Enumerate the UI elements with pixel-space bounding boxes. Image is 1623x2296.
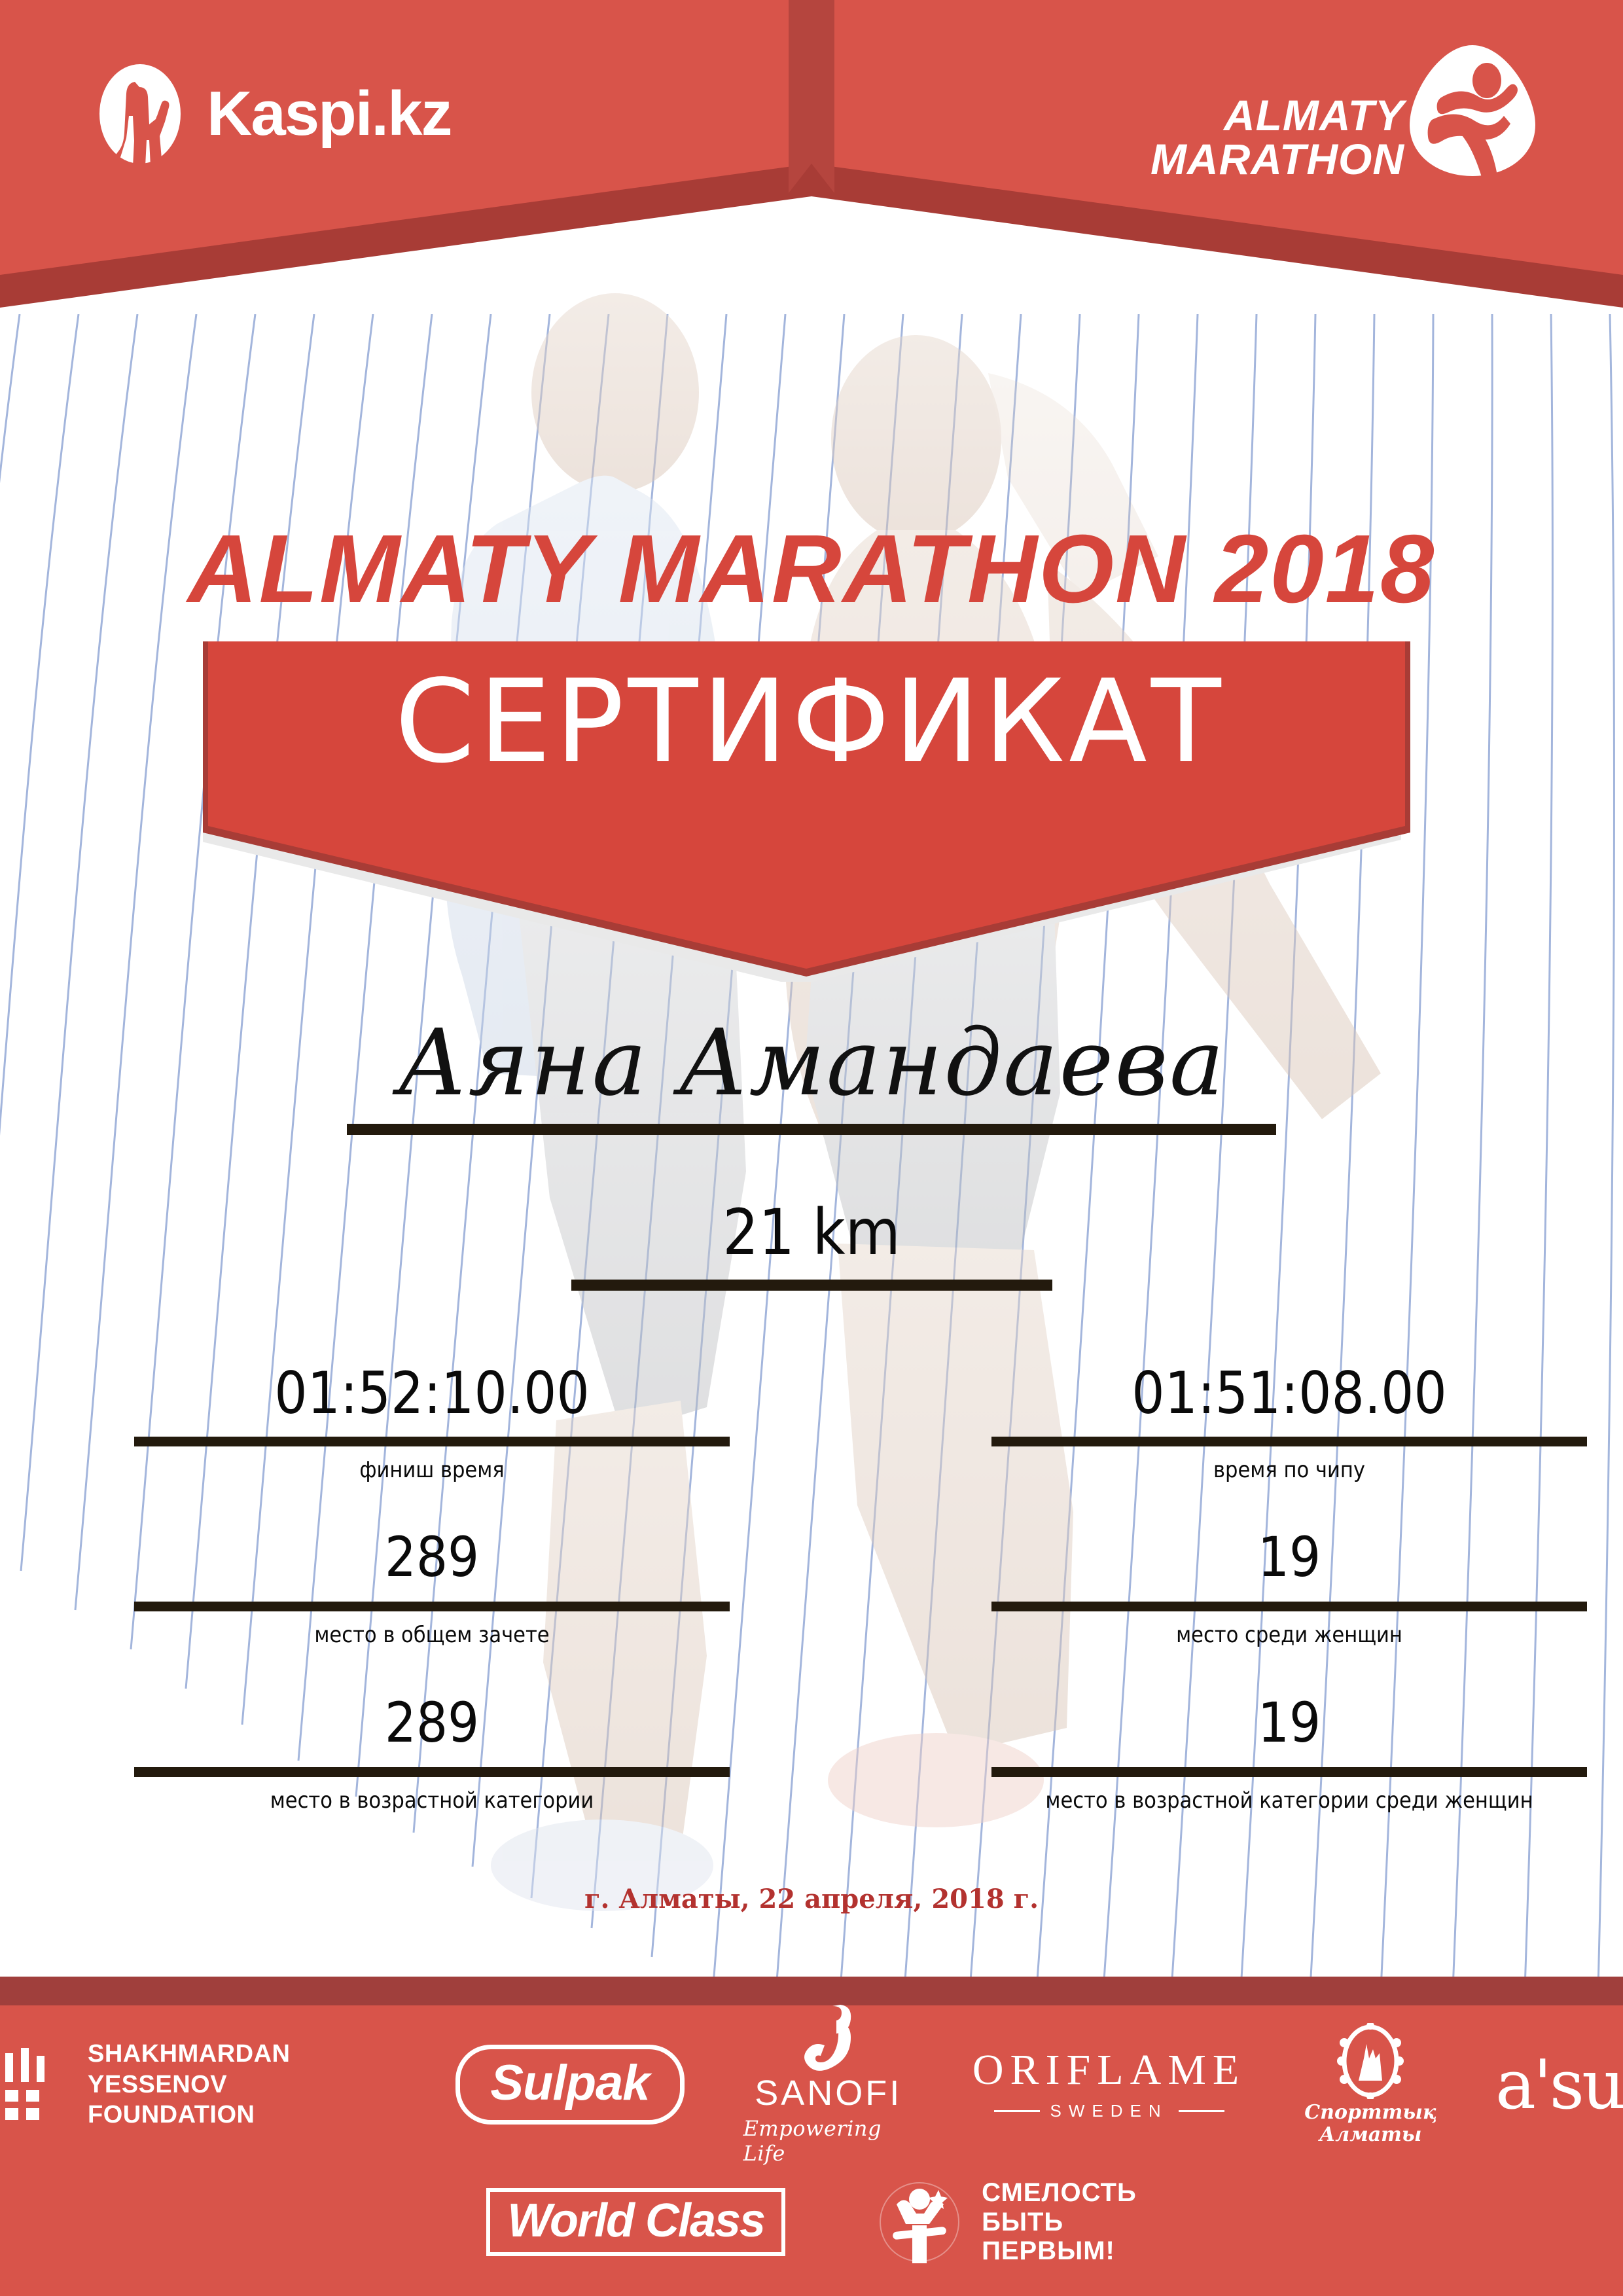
stat-value: 01:51:08.00 — [1132, 1359, 1447, 1427]
kaspi-logo: Kaspi.kz — [98, 62, 452, 172]
marathon-runner-emblem-icon — [1407, 43, 1538, 181]
distance-block: 21 km — [0, 1201, 1623, 1291]
distance-value: 21 km — [722, 1196, 901, 1269]
stat-label: место в общем зачете — [314, 1622, 550, 1649]
sponsor-row-2: World Class СМЕЛОСТЬ БЫТЬ — [0, 2166, 1623, 2278]
sanofi-tagline: Empowering Life — [743, 2116, 882, 2166]
stat-value: 19 — [1257, 1525, 1321, 1590]
smelost-line1: СМЕЛОСТЬ — [982, 2178, 1137, 2207]
stat-underline — [134, 1767, 730, 1777]
stats-row-overall: 289 место в общем зачете 19 место среди … — [0, 1530, 1623, 1647]
distance-underline — [571, 1280, 1052, 1291]
stat-value: 289 — [384, 1525, 480, 1590]
oriflame-wordmark: ORIFLAME — [972, 2045, 1246, 2094]
sport-almaty-icon — [1335, 2022, 1406, 2101]
marathon-logo-line2: MARATHON — [1150, 135, 1404, 184]
event-date-line: г. Алматы, 22 апреля, 2018 г. — [584, 1884, 1039, 1914]
page-title: ALMATY MARATHON 2018 — [187, 515, 1436, 623]
sport-almaty-line1: Спорттық — [1304, 2101, 1437, 2125]
sponsor-sulpak: Sulpak — [455, 2045, 685, 2125]
stat-underline — [991, 1437, 1587, 1446]
asu-wordmark: a'su — [1495, 2045, 1623, 2125]
stat-finish-time: 01:52:10.00 финиш время — [0, 1365, 812, 1482]
footer-divider — [0, 1977, 1623, 2005]
sanofi-icon — [804, 2003, 853, 2072]
certificate-banner: СЕРТИФИКАТ — [203, 641, 1423, 982]
stat-value: 289 — [384, 1690, 480, 1755]
stats-row-age-category: 289 место в возрастной категории 19 мест… — [0, 1695, 1623, 1813]
sponsor-sport-almaty: Спорттық Алматы — [1304, 2022, 1437, 2146]
yessenov-line2: FOUNDATION — [88, 2101, 255, 2129]
almaty-marathon-logo: ALMATY MARATHON — [1150, 43, 1538, 182]
stats-row-times: 01:52:10.00 финиш время 01:51:08.00 врем… — [0, 1365, 1623, 1482]
oriflame-rule-right — [1178, 2109, 1224, 2112]
world-class-wordmark: World Class — [486, 2188, 786, 2256]
sponsor-smelost-byt-pervym: СМЕЛОСТЬ БЫТЬ ПЕРВЫМ! — [870, 2173, 1137, 2271]
marathon-logo-line1: ALMATY — [1223, 91, 1404, 139]
stat-label: время по чипу — [1213, 1457, 1365, 1483]
sport-almaty-line2: Алматы — [1319, 2123, 1422, 2146]
name-underline — [347, 1124, 1276, 1135]
oriflame-subtitle: SWEDEN — [1050, 2100, 1168, 2121]
stat-overall-place: 289 место в общем зачете — [0, 1530, 812, 1647]
stat-label: место в возрастной категории — [270, 1787, 594, 1814]
stat-label: финиш время — [359, 1457, 505, 1483]
smelost-line2: БЫТЬ — [982, 2207, 1064, 2236]
results-stats: 01:52:10.00 финиш время 01:51:08.00 врем… — [0, 1365, 1623, 1813]
stat-underline — [134, 1602, 730, 1612]
smelost-line3: ПЕРВЫМ! — [982, 2236, 1115, 2266]
kaspi-emblem-icon — [98, 62, 182, 172]
sponsors-footer: SHAKHMARDAN YESSENOV FOUNDATION Sulpak S… — [0, 1977, 1623, 2296]
smelost-person-icon — [870, 2173, 969, 2271]
sponsor-sanofi: SANOFI Empowering Life — [743, 2003, 914, 2166]
stat-age-category-place: 289 место в возрастной категории — [0, 1695, 812, 1813]
participant-name: Аяна Амандаева — [397, 1010, 1226, 1117]
stat-underline — [991, 1767, 1587, 1777]
stat-label: место в возрастной категории среди женщи… — [1045, 1787, 1533, 1814]
stat-value: 19 — [1257, 1690, 1321, 1755]
sponsor-shakhmardan-yessenov-foundation: SHAKHMARDAN YESSENOV FOUNDATION — [0, 2039, 397, 2130]
sponsor-asu: a'su — [1495, 2051, 1623, 2119]
sponsor-row-1: SHAKHMARDAN YESSENOV FOUNDATION Sulpak S… — [0, 2005, 1623, 2166]
stat-chip-time: 01:51:08.00 время по чипу — [812, 1365, 1623, 1482]
yessenov-line1: SHAKHMARDAN YESSENOV — [88, 2040, 291, 2098]
sulpak-wordmark: Sulpak — [455, 2045, 685, 2125]
oriflame-rule-left — [993, 2109, 1040, 2112]
yessenov-foundation-icon — [0, 2047, 72, 2121]
stat-value: 01:52:10.00 — [274, 1359, 590, 1427]
stat-underline — [991, 1602, 1587, 1612]
stat-women-place: 19 место среди женщин — [812, 1530, 1623, 1647]
stat-age-category-women-place: 19 место в возрастной категории среди же… — [812, 1695, 1623, 1813]
sanofi-wordmark: SANOFI — [755, 2073, 902, 2113]
certificate-banner-label: СЕРТИФИКАТ — [395, 656, 1225, 789]
stat-label: место среди женщин — [1176, 1622, 1402, 1649]
sponsor-oriflame: ORIFLAME SWEDEN — [972, 2045, 1246, 2121]
sponsor-world-class: World Class — [486, 2188, 786, 2256]
stat-underline — [134, 1437, 730, 1446]
participant-name-block: Аяна Амандаева — [0, 1018, 1623, 1135]
kaspi-wordmark: Kaspi.kz — [207, 79, 452, 149]
